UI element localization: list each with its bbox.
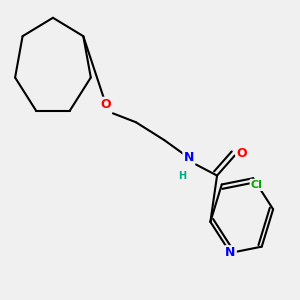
Text: N: N [225,246,236,260]
Text: Cl: Cl [251,180,262,190]
Text: N: N [184,151,194,164]
Text: O: O [100,98,111,111]
Text: H: H [178,171,186,181]
Text: O: O [236,147,247,160]
